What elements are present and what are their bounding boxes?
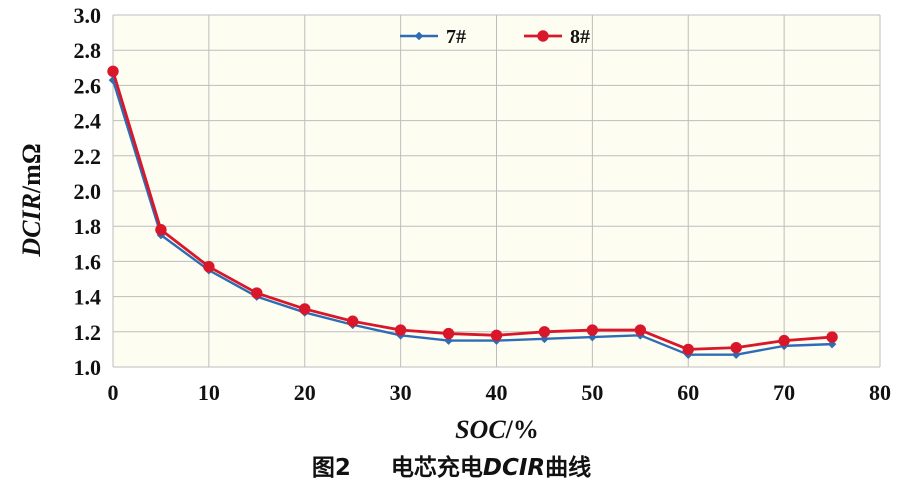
y-tick-labels: 1.0 1.2 1.4 1.6 1.8 2.0 2.2 2.4 2.6 2.8 3.0 xyxy=(74,3,102,380)
legend-marker xyxy=(537,30,549,42)
x-axis-title: SOC/% xyxy=(455,415,539,444)
y-tick-label: 1.2 xyxy=(74,320,102,345)
figure-caption: 图2 电芯充电DCIR曲线 xyxy=(0,448,903,482)
data-point xyxy=(778,334,790,347)
y-tick-label: 2.8 xyxy=(74,38,102,63)
series-2 xyxy=(107,65,838,356)
data-point xyxy=(682,343,694,356)
caption-text-after: 曲线 xyxy=(545,455,592,481)
y-tick-label: 1.6 xyxy=(74,249,102,274)
x-tick-labels: 0 10 20 30 40 50 60 70 80 xyxy=(108,380,892,405)
legend-label: 8# xyxy=(570,26,590,48)
caption-text-italic: DCIR xyxy=(482,455,546,481)
x-tick-label: 80 xyxy=(869,380,891,405)
data-point xyxy=(826,331,838,343)
y-tick-label: 2.4 xyxy=(74,109,102,134)
series-line xyxy=(111,70,833,351)
y-tick-label: 3.0 xyxy=(74,3,102,28)
legend-marker xyxy=(414,31,424,41)
data-point xyxy=(540,334,549,344)
caption-figure-label: 图2 xyxy=(311,455,351,481)
data-point xyxy=(586,324,599,336)
data-point xyxy=(490,329,503,342)
y-tick-label: 2.6 xyxy=(74,73,102,98)
x-tick-label: 50 xyxy=(581,380,603,405)
y-tick-label: 1.0 xyxy=(74,355,102,380)
y-tick-label: 1.8 xyxy=(74,214,102,239)
y-tick-label: 2.0 xyxy=(74,179,102,204)
data-point xyxy=(442,327,455,340)
x-tick-label: 60 xyxy=(677,380,699,405)
x-tick-label: 40 xyxy=(486,380,508,405)
data-point xyxy=(538,326,551,338)
data-point xyxy=(155,224,167,236)
data-point xyxy=(299,303,311,315)
data-point xyxy=(251,287,263,299)
legend: 7# 8# xyxy=(400,26,590,48)
x-tick-label: 0 xyxy=(108,380,119,405)
data-point xyxy=(634,324,647,336)
y-axis-title: DCIR/mΩ xyxy=(17,143,46,257)
data-point xyxy=(346,315,359,327)
caption-text-before: 电芯充电 xyxy=(390,455,483,481)
x-tick-label: 20 xyxy=(294,380,316,405)
x-tick-label: 70 xyxy=(773,380,795,405)
data-point xyxy=(730,341,742,354)
legend-label: 7# xyxy=(446,26,466,48)
x-tick-label: 10 xyxy=(198,380,220,405)
y-tick-label: 2.2 xyxy=(74,144,102,169)
data-point xyxy=(394,324,407,336)
series-line xyxy=(111,79,833,356)
y-tick-label: 1.4 xyxy=(74,285,102,310)
x-tick-label: 30 xyxy=(390,380,412,405)
data-point xyxy=(107,65,119,78)
data-point xyxy=(203,260,215,273)
